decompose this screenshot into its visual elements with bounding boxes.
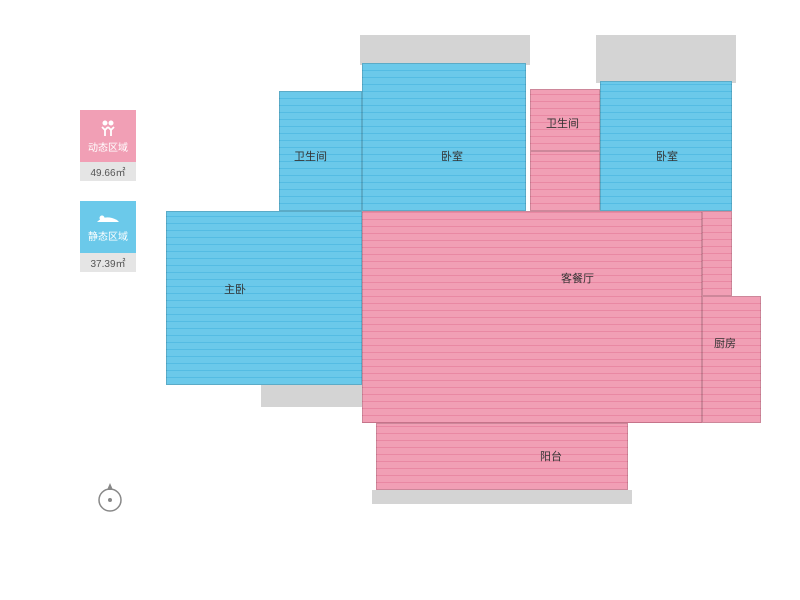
room-label-balcony: 阳台	[540, 448, 562, 464]
floorplan: 卫生间卧室卫生间卧室主卧客餐厅厨房阳台	[166, 35, 761, 505]
room-label-master: 主卧	[224, 281, 246, 297]
wall-outline	[596, 35, 736, 83]
wall-outline	[360, 35, 530, 65]
legend-dynamic: 动态区域 49.66㎡	[80, 110, 136, 181]
room-label-kitchen: 厨房	[714, 335, 736, 351]
room-bathroom2b	[530, 151, 600, 211]
legend-panel: 动态区域 49.66㎡ 静态区域 37.39㎡	[80, 110, 136, 292]
people-icon	[98, 119, 118, 137]
legend-static-value: 37.39㎡	[80, 253, 136, 272]
room-label-bedroom1: 卧室	[441, 148, 463, 164]
legend-dynamic-value: 49.66㎡	[80, 162, 136, 181]
room-bedroom1	[362, 63, 526, 211]
room-label-bathroom1: 卫生间	[294, 148, 327, 164]
room-master	[166, 211, 362, 385]
sleep-icon	[97, 212, 119, 226]
room-bedroom2	[600, 81, 732, 211]
compass-icon	[95, 480, 125, 510]
room-balcony	[376, 423, 628, 490]
room-hall2	[702, 211, 732, 296]
wall-outline	[261, 385, 371, 407]
room-label-bedroom2: 卧室	[656, 148, 678, 164]
room-label-bathroom2: 卫生间	[546, 115, 579, 131]
legend-dynamic-icon: 动态区域	[80, 110, 136, 162]
legend-static-icon: 静态区域	[80, 201, 136, 253]
legend-static-label: 静态区域	[88, 228, 128, 243]
room-living	[362, 211, 702, 423]
room-kitchen	[702, 296, 761, 423]
room-label-living: 客餐厅	[561, 270, 594, 286]
legend-dynamic-label: 动态区域	[88, 139, 128, 154]
wall-outline	[372, 490, 632, 504]
legend-static: 静态区域 37.39㎡	[80, 201, 136, 272]
